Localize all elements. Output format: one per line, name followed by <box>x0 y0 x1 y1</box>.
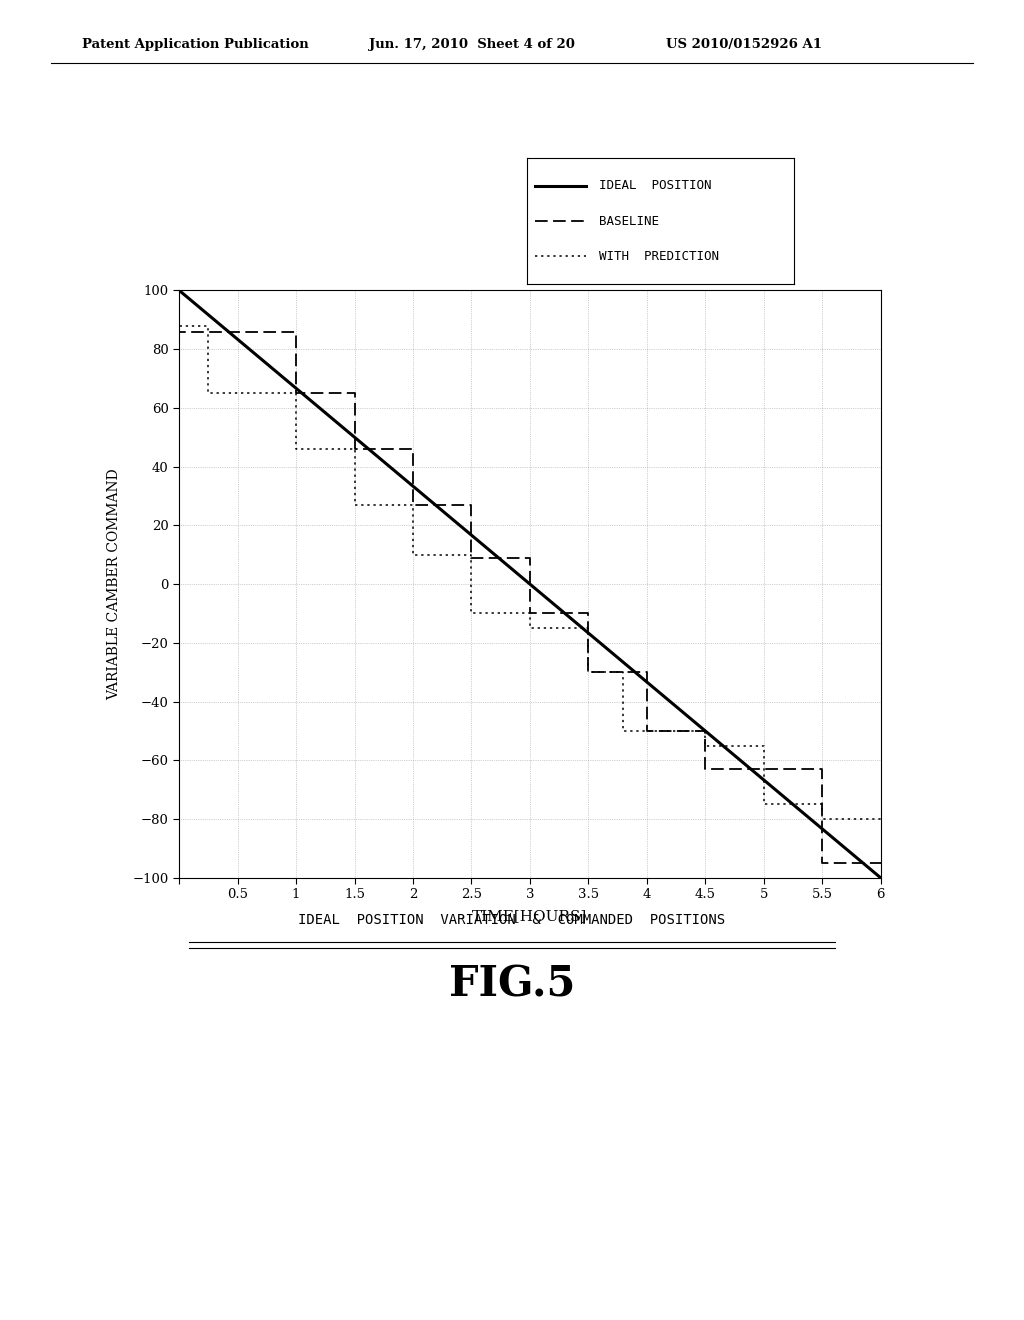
Y-axis label: VARIABLE CAMBER COMMAND: VARIABLE CAMBER COMMAND <box>108 469 122 700</box>
X-axis label: TIME[HOURS]: TIME[HOURS] <box>472 909 588 924</box>
Text: WITH  PREDICTION: WITH PREDICTION <box>599 249 719 263</box>
Text: Patent Application Publication: Patent Application Publication <box>82 37 308 50</box>
Text: Jun. 17, 2010  Sheet 4 of 20: Jun. 17, 2010 Sheet 4 of 20 <box>369 37 574 50</box>
Text: IDEAL  POSITION  VARIATION  &  COMMANDED  POSITIONS: IDEAL POSITION VARIATION & COMMANDED POS… <box>298 913 726 928</box>
Text: IDEAL  POSITION: IDEAL POSITION <box>599 180 712 193</box>
Text: BASELINE: BASELINE <box>599 215 659 227</box>
Text: FIG.5: FIG.5 <box>449 964 575 1006</box>
Text: US 2010/0152926 A1: US 2010/0152926 A1 <box>666 37 821 50</box>
